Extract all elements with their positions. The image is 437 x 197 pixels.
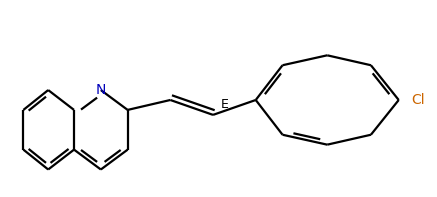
Text: N: N [96,83,106,97]
Text: E: E [221,98,229,112]
Text: Cl: Cl [412,93,425,107]
